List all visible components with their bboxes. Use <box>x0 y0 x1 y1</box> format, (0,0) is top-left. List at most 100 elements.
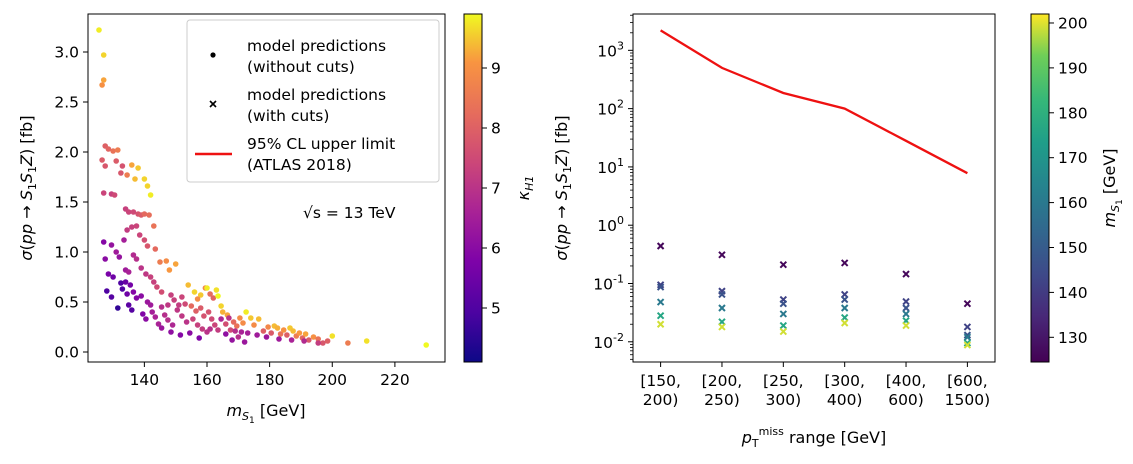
left-plot-frame <box>87 13 446 363</box>
mass-colorbar-tick-label: 150 <box>1058 239 1088 257</box>
legend-entry-1-line2: (without cuts) <box>247 58 355 76</box>
sqrt-s-annotation: √s = 13 TeV <box>303 204 396 222</box>
right-y-tick-label: 101 <box>597 156 624 177</box>
data-point <box>210 295 217 301</box>
data-point <box>176 302 182 308</box>
left-y-tick-label: 3.0 <box>54 44 79 62</box>
kappa-colorbar-tick-label: 7 <box>491 180 501 198</box>
cross-data-point <box>963 300 972 308</box>
data-point <box>204 285 210 291</box>
data-point <box>423 342 430 348</box>
right-y-tick-label: 10-2 <box>593 331 624 352</box>
data-point <box>124 227 130 233</box>
data-point <box>302 331 309 337</box>
data-point <box>165 302 171 308</box>
data-point <box>212 322 218 328</box>
right-y-tick-label: 103 <box>597 39 624 60</box>
data-point <box>288 337 295 343</box>
data-point <box>237 315 243 321</box>
left-x-tick-label: 200 <box>317 371 347 389</box>
legend-entry-1-line1: model predictions <box>247 37 386 55</box>
data-point <box>277 331 284 337</box>
data-point <box>177 332 184 338</box>
left-chart-panel: 140 160 180 200 220 0.0 0.5 1.0 1.5 2.0 2.5 3.0 mS1… <box>17 13 536 426</box>
data-point <box>147 274 154 280</box>
legend-box <box>186 19 440 183</box>
data-point <box>133 256 140 262</box>
data-point <box>127 282 134 288</box>
data-point <box>223 321 229 327</box>
cross-data-point <box>902 270 910 278</box>
data-point <box>110 148 116 154</box>
data-point <box>111 192 118 198</box>
left-scatter-points <box>96 27 430 348</box>
cross-data-point <box>656 283 665 291</box>
data-point <box>158 289 165 295</box>
data-point <box>129 162 135 168</box>
mass-colorbar <box>1030 13 1050 363</box>
data-point <box>158 325 165 331</box>
cross-data-point <box>779 261 788 269</box>
data-point <box>152 314 159 320</box>
right-axis-ticks: 10-2 10-1 100 101 102 103 [150,200) [200,250) [2… <box>593 14 990 409</box>
data-point <box>119 163 126 169</box>
cross-data-point <box>718 290 726 299</box>
right-y-tick-label: 102 <box>597 98 624 119</box>
data-point <box>100 77 107 83</box>
data-point <box>154 284 160 290</box>
data-point <box>152 246 159 252</box>
cross-data-point <box>779 310 788 318</box>
right-x-tick-label: [200, <box>702 372 743 390</box>
cross-data-point <box>656 242 665 250</box>
data-point <box>140 311 146 317</box>
right-x-axis-label: pTmiss range [GeV] <box>741 425 887 450</box>
data-point <box>218 316 224 322</box>
data-point <box>235 334 242 340</box>
right-x-tick-label: 300) <box>766 391 802 409</box>
left-axis-ticks: 140 160 180 200 220 0.0 0.5 1.0 1.5 2.0 2.5 3.0 <box>54 44 409 390</box>
mass-colorbar-ticks: 130 140 150 160 170 180 190 200 <box>1049 14 1088 347</box>
data-point <box>197 292 204 298</box>
data-point <box>215 293 221 299</box>
cross-data-point <box>779 300 788 308</box>
data-point <box>315 340 322 346</box>
data-point <box>158 304 165 310</box>
data-point <box>196 335 202 341</box>
data-point <box>115 147 121 153</box>
data-point <box>310 334 317 340</box>
data-point <box>165 317 171 323</box>
right-x-tick-label: [600, <box>947 372 988 390</box>
data-point <box>254 332 260 338</box>
data-point <box>240 320 246 326</box>
data-point <box>190 316 196 322</box>
data-point <box>194 322 201 328</box>
data-point <box>185 282 191 288</box>
data-point <box>219 309 226 315</box>
data-point <box>179 313 185 319</box>
right-x-tick-label: [400, <box>886 372 927 390</box>
data-point <box>320 340 326 346</box>
data-point <box>141 211 148 217</box>
data-point <box>193 308 199 314</box>
data-point <box>147 302 154 308</box>
data-point <box>191 289 198 295</box>
legend: model predictions (without cuts) model p… <box>186 19 440 183</box>
data-point <box>276 336 282 342</box>
data-point <box>174 307 181 313</box>
cross-data-point <box>963 323 972 331</box>
data-point <box>122 279 129 285</box>
legend-entry-3-line1: 95% CL upper limit <box>247 135 395 153</box>
data-point <box>280 327 287 333</box>
cross-data-point <box>656 298 665 306</box>
right-x-tick-label: 600) <box>888 391 924 409</box>
upper-limit-line <box>660 29 968 175</box>
right-x-tick-label: [150, <box>640 372 681 390</box>
cross-data-point <box>779 327 788 336</box>
kappa-colorbar-tick-label: 9 <box>491 60 501 78</box>
data-point <box>105 146 112 152</box>
data-point <box>135 165 141 171</box>
legend-cross-marker <box>209 100 217 108</box>
data-point <box>141 176 148 182</box>
data-point <box>155 321 162 327</box>
data-point <box>116 254 123 260</box>
